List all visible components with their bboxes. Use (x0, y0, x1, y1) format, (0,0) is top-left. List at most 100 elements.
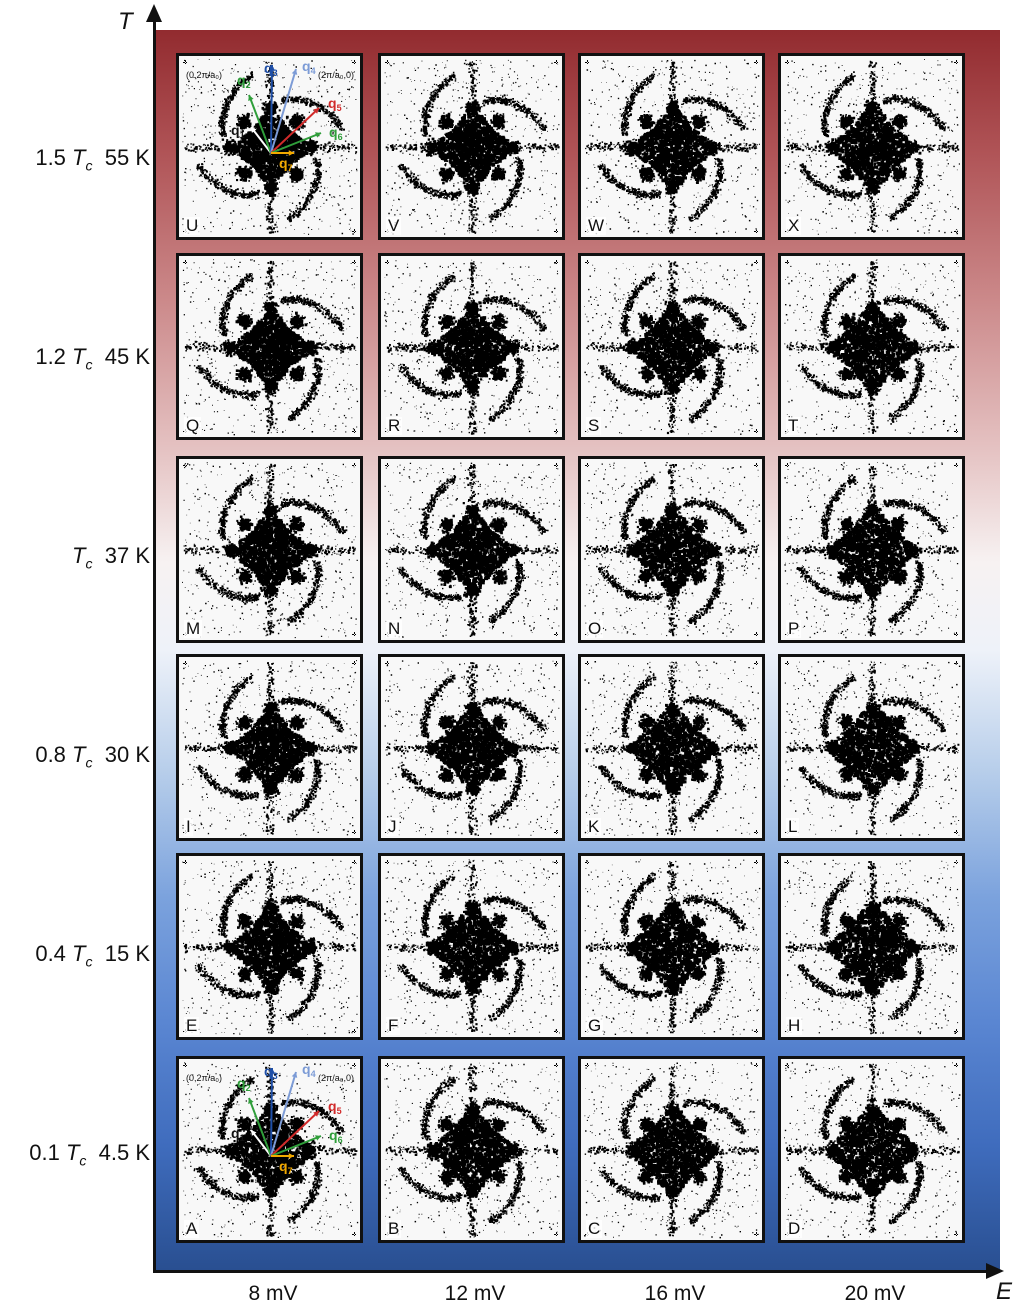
row-label-2: 1.2 Tc 45 K (35, 344, 150, 373)
qpi-map-panel: G (578, 853, 765, 1040)
panel-letter: I (184, 817, 193, 836)
q-vector-6-arrowhead (315, 1135, 321, 1141)
q-vector-label-1: q1 (231, 1125, 245, 1143)
q-vector-label-3: q3 (264, 1063, 278, 1081)
qpi-map-panel: X (778, 53, 965, 240)
row-label-6: 0.1 Tc 4.5 K (29, 1140, 150, 1169)
q-vector-4-arrowhead (291, 1072, 298, 1078)
qpi-speckle (584, 859, 761, 1036)
column-label-4: 20 mV (844, 1282, 906, 1305)
panel-letter: U (184, 216, 201, 235)
q-vector-1 (250, 126, 272, 154)
q-vector-4 (270, 68, 297, 154)
qpi-map-panel: S (578, 253, 765, 440)
column-label-1: 8 mV (248, 1282, 298, 1305)
qpi-map-image (384, 59, 560, 235)
x-axis-arrow-icon (986, 1263, 1004, 1279)
q-vector-2-arrowhead (248, 1098, 254, 1104)
q-vector-label-7: q7 (279, 155, 293, 173)
panel-letter: X (786, 216, 802, 235)
panel-letter: E (184, 1016, 200, 1035)
qpi-map-panel: C (578, 1056, 765, 1243)
row-label-4: 0.8 Tc 30 K (35, 742, 150, 771)
panel-letter: O (586, 619, 604, 638)
qpi-map-image (384, 859, 560, 1035)
panel-letter: A (184, 1219, 200, 1238)
qpi-speckle (584, 260, 760, 435)
q-vector-3 (270, 1067, 273, 1157)
q-vector-label-1: q1 (231, 122, 245, 140)
panel-letter: L (786, 817, 800, 836)
panel-letter: N (386, 619, 403, 638)
qpi-map-panel: E (176, 853, 363, 1040)
qpi-speckle (182, 462, 358, 639)
q-vector-3-arrowhead (269, 65, 275, 71)
qpi-speckle (585, 59, 760, 235)
qpi-speckle (584, 660, 760, 836)
q-vector-2 (248, 94, 272, 154)
qpi-map-panel: H (778, 853, 965, 1040)
qpi-speckle (784, 660, 961, 836)
column-label-3: 16 mV (644, 1282, 706, 1305)
q-vector-1 (250, 1129, 272, 1157)
qpi-map-panel: I (176, 654, 363, 841)
qpi-speckle (384, 259, 561, 435)
q-vector-3 (270, 64, 273, 154)
row-factor: 1.5 (35, 145, 66, 170)
reciprocal-point-left: (0,2π/a₀) (186, 1073, 222, 1083)
row-temp: 4.5 K (98, 1140, 150, 1165)
qpi-speckle (784, 1062, 961, 1239)
q-vector-1-arrowhead (251, 1130, 257, 1136)
qpi-map-image (585, 59, 760, 235)
qpi-speckle (384, 859, 560, 1035)
q-vector-2-arrowhead (248, 95, 254, 101)
q-vector-label-5: q5 (328, 95, 342, 113)
panel-letter: K (586, 817, 602, 836)
q-vector-5 (270, 1110, 320, 1157)
q-vector-label-2: q2 (237, 1075, 251, 1093)
q-vector-label-3: q3 (264, 60, 278, 78)
q-vector-4 (270, 1071, 297, 1157)
panel-letter: J (386, 817, 399, 836)
qpi-speckle (784, 462, 959, 639)
row-factor: 0.8 (35, 742, 66, 767)
qpi-map-panel: B (378, 1056, 565, 1243)
qpi-speckle (182, 859, 358, 1035)
panel-letter: R (386, 416, 403, 435)
qpi-map-panel: q1 q2 q3 q4 q5 q6 q7 (0,2π/a₀) (2π/a₀,0) A (176, 1056, 363, 1243)
qpi-map-panel: P (778, 456, 965, 643)
panel-letter: F (386, 1016, 401, 1035)
qpi-map-image (584, 260, 760, 435)
x-axis-title: E (996, 1278, 1013, 1305)
panel-letter: T (786, 416, 801, 435)
qpi-speckle (384, 1062, 560, 1238)
qpi-map-panel: T (778, 253, 965, 440)
q-vector-2 (248, 1097, 272, 1157)
qpi-map-panel: F (378, 853, 565, 1040)
qpi-map-image (784, 462, 959, 639)
q-vector-6 (270, 1135, 322, 1157)
column-label-2: 12 mV (444, 1282, 506, 1305)
q-vector-label-4: q4 (302, 1061, 316, 1079)
qpi-map-panel: O (578, 456, 765, 643)
qpi-map-panel: L (778, 654, 965, 841)
qpi-map-image (384, 1062, 560, 1238)
row-label-1: 1.5 Tc 55 K (35, 145, 150, 174)
q-vector-6-arrowhead (315, 132, 321, 138)
qpi-map-panel: J (378, 654, 565, 841)
reciprocal-point-right: (2π/a₀,0) (318, 1073, 354, 1083)
qpi-map-image (384, 660, 560, 836)
qpi-speckle (182, 660, 358, 837)
qpi-speckle (584, 1062, 760, 1239)
qpi-speckle (384, 59, 560, 235)
qpi-map-panel: D (778, 1056, 965, 1243)
qpi-map-image (784, 1062, 961, 1239)
row-factor: 0.4 (35, 941, 66, 966)
q-vector-1-arrowhead (251, 127, 257, 133)
panel-letter: P (786, 619, 802, 638)
qpi-map-image (584, 1062, 760, 1239)
qpi-map-image (584, 859, 761, 1036)
q-vector-7-arrowhead (288, 1153, 294, 1159)
q-vector-label-4: q4 (302, 58, 316, 76)
